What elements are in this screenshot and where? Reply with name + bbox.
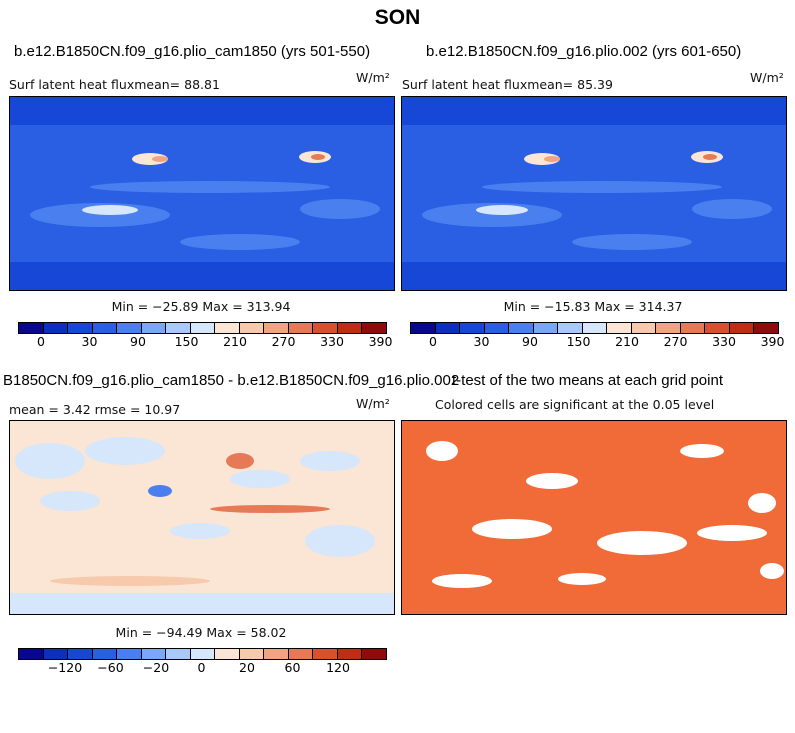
colorbar-tick-label: −120 — [47, 660, 83, 675]
colorbar-swatch — [215, 323, 240, 333]
colorbar-swatch — [19, 649, 44, 659]
colorbar-swatch — [313, 649, 338, 659]
colorbar-swatch — [141, 323, 167, 333]
colorbar-swatch — [117, 323, 142, 333]
colorbar-swatch — [509, 323, 534, 333]
colorbar-swatch — [68, 323, 93, 333]
panel2-units: W/m² — [750, 70, 784, 85]
panel4-map — [401, 420, 787, 615]
colorbar-swatch — [215, 649, 240, 659]
panel2-title: b.e12.B1850CN.f09_g16.plio.002 (yrs 601-… — [426, 43, 742, 60]
colorbar-swatch — [166, 649, 191, 659]
colorbar-tick-label: −60 — [97, 660, 124, 675]
colorbar-swatch — [337, 649, 363, 659]
colorbar-tick-label: −20 — [142, 660, 170, 675]
panel1-map — [9, 96, 395, 291]
colorbar-tick-label: 270 — [663, 334, 688, 349]
panel1-colorbar — [18, 322, 387, 334]
colorbar-swatch — [582, 323, 608, 333]
colorbar-swatch — [362, 649, 386, 659]
colorbar-tick-label: 0 — [429, 334, 437, 349]
colorbar-swatch — [533, 323, 559, 333]
colorbar-tick-label: 330 — [712, 334, 736, 349]
colorbar-swatch — [484, 323, 510, 333]
panel1-mean-label: Surf latent heat fluxmean= 88.81 — [9, 77, 220, 92]
colorbar-tick-label: 90 — [522, 334, 538, 349]
panel3-map — [9, 420, 395, 615]
colorbar-swatch — [607, 323, 632, 333]
colorbar-swatch — [190, 323, 216, 333]
panel3-field — [10, 437, 394, 614]
colorbar-swatch — [92, 323, 118, 333]
colorbar-tick-label: 20 — [239, 660, 255, 675]
panel4-subtitle: Colored cells are significant at the 0.0… — [435, 397, 715, 412]
colorbar-tick-label: 210 — [615, 334, 639, 349]
panel2-field — [402, 97, 786, 290]
colorbar-swatch — [43, 649, 69, 659]
colorbar-swatch — [141, 649, 167, 659]
colorbar-swatch — [239, 323, 265, 333]
colorbar-tick-label: 150 — [174, 334, 199, 349]
colorbar-swatch — [239, 649, 265, 659]
colorbar-tick-label: 390 — [760, 334, 785, 349]
colorbar-swatch — [190, 649, 216, 659]
colorbar-swatch — [92, 649, 118, 659]
colorbar-swatch — [288, 649, 314, 659]
colorbar-swatch — [68, 649, 93, 659]
panel1-field — [10, 97, 394, 290]
panel4-title: t-test of the two means at each grid poi… — [452, 372, 723, 389]
colorbar-swatch — [337, 323, 363, 333]
panel4-field — [426, 441, 784, 588]
colorbar-swatch — [460, 323, 485, 333]
colorbar-swatch — [656, 323, 681, 333]
panel2-map — [401, 96, 787, 291]
colorbar-tick-label: 330 — [320, 334, 344, 349]
colorbar-swatch — [680, 323, 706, 333]
panel3-units: W/m² — [356, 396, 390, 411]
colorbar-swatch — [754, 323, 778, 333]
colorbar-tick-label: 30 — [81, 334, 98, 349]
colorbar-tick-label: 210 — [223, 334, 247, 349]
colorbar-swatch — [558, 323, 583, 333]
colorbar-tick-label: 150 — [566, 334, 591, 349]
panel1-title: b.e12.B1850CN.f09_g16.plio_cam1850 (yrs … — [14, 43, 371, 60]
colorbar-tick-label: 90 — [130, 334, 146, 349]
figure-title: SON — [374, 6, 421, 29]
panel1-units: W/m² — [356, 70, 390, 85]
colorbar-tick-label: 30 — [473, 334, 490, 349]
colorbar-swatch — [411, 323, 436, 333]
colorbar-swatch — [362, 323, 386, 333]
panel3-colorbar — [18, 648, 387, 660]
colorbar-swatch — [264, 649, 289, 659]
panel3-title: B1850CN.f09_g16.plio_cam1850 - b.e12.B18… — [3, 372, 460, 389]
colorbar-tick-label: 0 — [37, 334, 45, 349]
colorbar-swatch — [313, 323, 338, 333]
colorbar-swatch — [288, 323, 314, 333]
colorbar-swatch — [705, 323, 730, 333]
colorbar-tick-label: 60 — [284, 660, 301, 675]
colorbar-tick-label: 270 — [271, 334, 296, 349]
panel2-minmax: Min = −15.83 Max = 314.37 — [503, 299, 683, 314]
colorbar-swatch — [19, 323, 44, 333]
panel3-minmax: Min = −94.49 Max = 58.02 — [115, 625, 287, 640]
colorbar-swatch — [117, 649, 142, 659]
panel3-mean-rmse: mean = 3.42 rmse = 10.97 — [9, 402, 181, 417]
colorbar-swatch — [729, 323, 755, 333]
panel1-minmax: Min = −25.89 Max = 313.94 — [111, 299, 291, 314]
colorbar-swatch — [43, 323, 69, 333]
colorbar-swatch — [264, 323, 289, 333]
panel2-colorbar — [410, 322, 779, 334]
colorbar-tick-label: 120 — [326, 660, 350, 675]
panel2-mean-label: Surf latent heat fluxmean= 85.39 — [402, 77, 613, 92]
colorbar-tick-label: 0 — [197, 660, 206, 675]
colorbar-tick-label: 390 — [368, 334, 393, 349]
colorbar-swatch — [631, 323, 657, 333]
colorbar-swatch — [166, 323, 191, 333]
colorbar-swatch — [435, 323, 461, 333]
